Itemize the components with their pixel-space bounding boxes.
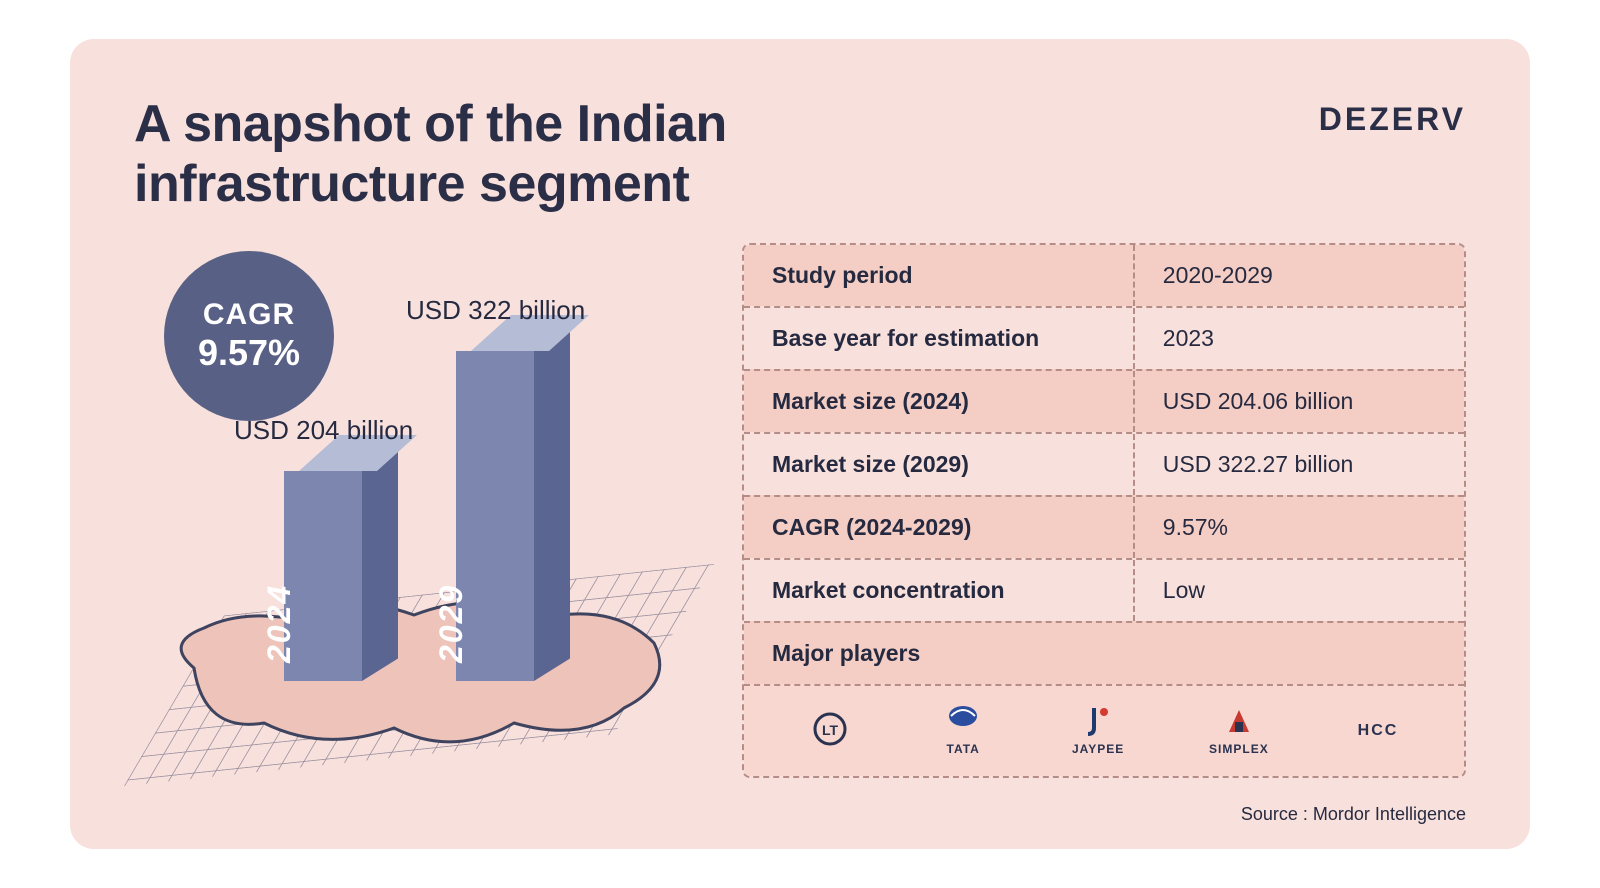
table-cell-label: CAGR (2024-2029) <box>744 497 1133 558</box>
table-row: Base year for estimation2023 <box>744 306 1464 369</box>
major-players-row: LT TATA JAYPEE SIMPLEX HCC <box>744 684 1464 776</box>
bar-year-label: 2024 <box>261 583 298 662</box>
table-cell-value: 2023 <box>1133 308 1464 369</box>
header: A snapshot of the Indian infrastructure … <box>134 95 1466 215</box>
source-attribution: Source : Mordor Intelligence <box>1241 804 1466 825</box>
player-simplex: SIMPLEX <box>1209 702 1269 756</box>
player-label: TATA <box>947 742 980 756</box>
table-cell-label: Market concentration <box>744 560 1133 621</box>
table-cell-value: 2020-2029 <box>1133 245 1464 306</box>
bar-side <box>362 448 398 680</box>
player-label: JAYPEE <box>1072 742 1124 756</box>
table-cell-value: Low <box>1133 560 1464 621</box>
simplex-logo-icon <box>1215 702 1263 738</box>
player-l&t: LT <box>806 711 854 747</box>
svg-text:LT: LT <box>822 722 839 738</box>
bar-side <box>534 328 570 680</box>
table-row: CAGR (2024-2029)9.57% <box>744 495 1464 558</box>
page-title: A snapshot of the Indian infrastructure … <box>134 95 1034 215</box>
player-tata: TATA <box>939 702 987 756</box>
table-row: Market size (2024)USD 204.06 billion <box>744 369 1464 432</box>
hcc-logo-icon: HCC <box>1354 711 1402 747</box>
table-cell-label: Market size (2029) <box>744 434 1133 495</box>
tata-logo-icon <box>939 702 987 738</box>
infographic-canvas: A snapshot of the Indian infrastructure … <box>70 39 1530 849</box>
svg-text:HCC: HCC <box>1357 722 1398 739</box>
table-row: Market concentrationLow <box>744 558 1464 621</box>
india-map-outline <box>154 573 674 763</box>
player-label: SIMPLEX <box>1209 742 1269 756</box>
table-cell-label: Study period <box>744 245 1133 306</box>
bar-year-label: 2029 <box>433 583 470 662</box>
player-jaypee: JAYPEE <box>1072 702 1124 756</box>
bar-value-label: USD 204 billion <box>234 415 413 446</box>
bar-value-label: USD 322 billion <box>406 295 585 326</box>
player-hcc: HCC <box>1354 711 1402 747</box>
bar-chart-3d: 2024 USD 204 billion 2029 USD 322 billion <box>134 243 694 763</box>
body: CAGR 9.57% 2024USD 204 billion2029USD 32… <box>134 243 1466 778</box>
table-cell-value: 9.57% <box>1133 497 1464 558</box>
table-cell-value: USD 204.06 billion <box>1133 371 1464 432</box>
table-cell-label: Market size (2024) <box>744 371 1133 432</box>
major-players-label: Major players <box>744 623 1464 684</box>
brand-logo: DEZERV <box>1319 101 1466 138</box>
table-cell-value: USD 322.27 billion <box>1133 434 1464 495</box>
data-table-panel: Study period2020-2029Base year for estim… <box>742 243 1466 778</box>
l&t-logo-icon: LT <box>806 711 854 747</box>
table-cell-label: Base year for estimation <box>744 308 1133 369</box>
major-players-header: Major players <box>744 621 1464 684</box>
jaypee-logo-icon <box>1074 702 1122 738</box>
table-row: Market size (2029)USD 322.27 billion <box>744 432 1464 495</box>
chart-panel: CAGR 9.57% 2024USD 204 billion2029USD 32… <box>134 243 694 763</box>
data-table: Study period2020-2029Base year for estim… <box>742 243 1466 778</box>
table-row: Study period2020-2029 <box>744 245 1464 306</box>
